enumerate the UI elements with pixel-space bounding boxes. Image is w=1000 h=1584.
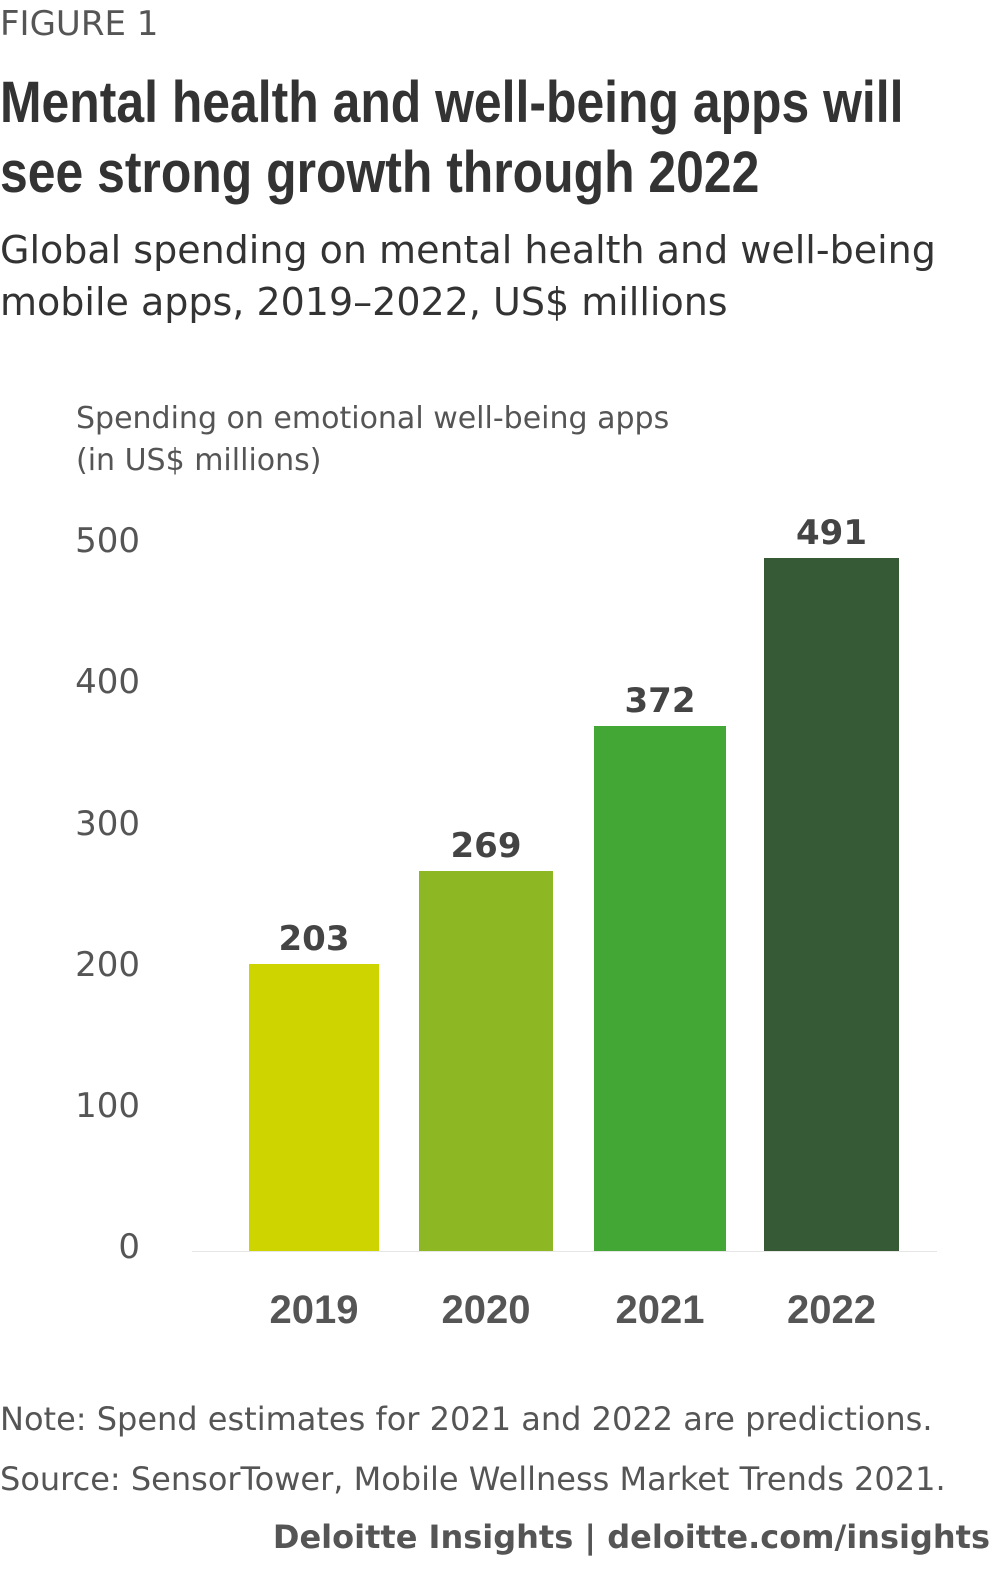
y-tick-label: 0 [118, 1227, 140, 1267]
chart-subtitle: Global spending on mental health and wel… [0, 228, 936, 324]
y-axis-label: Spending on emotional well-being apps (i… [76, 401, 670, 478]
x-tick-label: 2021 [615, 1288, 705, 1332]
bar-2022 [764, 558, 899, 1251]
y-tick-label: 500 [75, 521, 140, 562]
y-tick-label: 200 [75, 944, 140, 985]
figure-label: FIGURE 1 [0, 4, 159, 44]
brand-footer: Deloitte Insights | deloitte.com/insight… [272, 1518, 990, 1556]
bar-2019 [249, 964, 379, 1251]
data-label: 372 [624, 680, 696, 721]
y-tick-label: 100 [75, 1085, 140, 1126]
data-label: 269 [450, 826, 522, 867]
y-tick-label: 300 [75, 803, 140, 844]
chart-title: Mental health and well-being apps will s… [0, 70, 904, 205]
x-tick-label: 2019 [269, 1288, 359, 1332]
x-tick-label: 2022 [787, 1288, 876, 1332]
bar-2021 [594, 725, 726, 1251]
data-label: 491 [796, 513, 867, 553]
y-tick-label: 400 [75, 662, 140, 703]
source: Source: SensorTower, Mobile Wellness Mar… [0, 1460, 946, 1498]
x-axis-baseline [192, 1251, 937, 1252]
data-label: 203 [278, 919, 350, 960]
x-tick-label: 2020 [441, 1288, 531, 1332]
note: Note: Spend estimates for 2021 and 2022 … [0, 1400, 933, 1438]
bar-2020 [419, 871, 553, 1251]
